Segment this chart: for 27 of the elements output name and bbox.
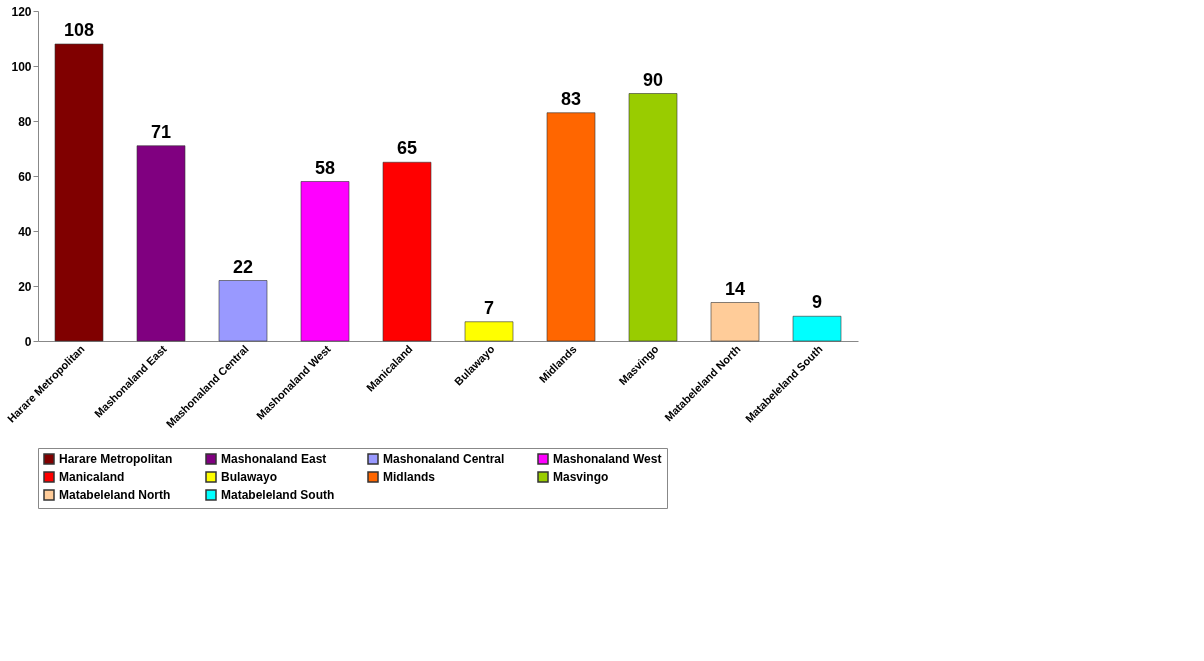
data-label: 83 xyxy=(560,88,582,109)
data-label: 22 xyxy=(232,256,254,277)
y-tick-label: 40 xyxy=(18,224,32,239)
data-label: 7 xyxy=(483,297,495,318)
legend-label: Mashonaland Central xyxy=(383,452,505,466)
data-label: 71 xyxy=(150,121,172,142)
y-tick-label: 60 xyxy=(18,169,32,184)
y-tick-label: 80 xyxy=(18,114,32,129)
y-tick-label: 0 xyxy=(24,334,32,349)
legend-label: Mashonaland East xyxy=(221,452,327,466)
legend-label: Matabeleland North xyxy=(59,488,171,502)
legend-label: Mashonaland West xyxy=(553,452,662,466)
legend-label: Masvingo xyxy=(553,470,609,484)
y-tick-label: 20 xyxy=(18,279,32,294)
data-label: 14 xyxy=(724,278,746,299)
data-label: 9 xyxy=(811,292,823,313)
data-label: 58 xyxy=(314,157,336,178)
legend-label: Bulawayo xyxy=(221,470,278,484)
legend-label: Midlands xyxy=(383,470,436,484)
legend-label: Harare Metropolitan xyxy=(59,452,173,466)
data-label: 108 xyxy=(63,20,95,40)
legend-label: Matabeleland South xyxy=(221,488,335,502)
data-label: 90 xyxy=(642,69,664,90)
y-tick-label: 100 xyxy=(11,59,32,74)
legend-label: Manicaland xyxy=(59,470,125,484)
data-label: 65 xyxy=(396,138,418,159)
y-tick-label: 120 xyxy=(11,4,32,19)
